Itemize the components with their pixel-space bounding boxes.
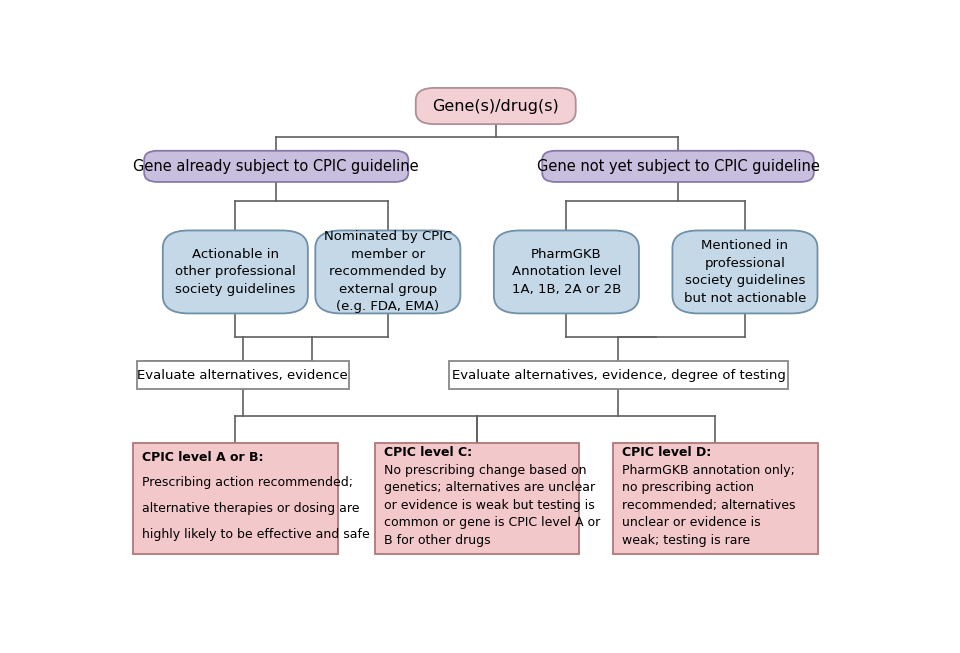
FancyBboxPatch shape (542, 151, 814, 182)
FancyBboxPatch shape (416, 88, 576, 124)
Text: PharmGKB annotation only;: PharmGKB annotation only; (622, 464, 795, 477)
Text: Gene already subject to CPIC guideline: Gene already subject to CPIC guideline (133, 159, 420, 174)
Text: common or gene is CPIC level A or: common or gene is CPIC level A or (384, 517, 600, 530)
Text: No prescribing change based on: No prescribing change based on (384, 464, 587, 477)
Text: weak; testing is rare: weak; testing is rare (622, 534, 750, 547)
Text: genetics; alternatives are unclear: genetics; alternatives are unclear (384, 481, 595, 494)
Text: alternative therapies or dosing are: alternative therapies or dosing are (142, 502, 359, 515)
Text: no prescribing action: no prescribing action (622, 481, 754, 494)
Text: CPIC level A or B:: CPIC level A or B: (142, 451, 263, 464)
FancyBboxPatch shape (144, 151, 408, 182)
Text: Evaluate alternatives, evidence: Evaluate alternatives, evidence (137, 368, 348, 381)
Text: CPIC level C:: CPIC level C: (384, 446, 472, 459)
FancyBboxPatch shape (493, 231, 639, 313)
Text: or evidence is weak but testing is: or evidence is weak but testing is (384, 499, 594, 512)
FancyBboxPatch shape (315, 231, 461, 313)
Text: PharmGKB
Annotation level
1A, 1B, 2A or 2B: PharmGKB Annotation level 1A, 1B, 2A or … (512, 248, 621, 296)
Text: Mentioned in
professional
society guidelines
but not actionable: Mentioned in professional society guidel… (684, 239, 806, 305)
FancyBboxPatch shape (163, 231, 308, 313)
Text: Actionable in
other professional
society guidelines: Actionable in other professional society… (175, 248, 296, 296)
Text: highly likely to be effective and safe: highly likely to be effective and safe (142, 528, 370, 541)
Text: unclear or evidence is: unclear or evidence is (622, 517, 760, 530)
Bar (449, 361, 788, 389)
Text: Nominated by CPIC
member or
recommended by
external group
(e.g. FDA, EMA): Nominated by CPIC member or recommended … (324, 231, 452, 313)
Text: Gene(s)/drug(s): Gene(s)/drug(s) (432, 99, 559, 114)
Text: Prescribing action recommended;: Prescribing action recommended; (142, 476, 353, 489)
Bar (133, 443, 338, 554)
Text: Gene not yet subject to CPIC guideline: Gene not yet subject to CPIC guideline (537, 159, 820, 174)
Text: recommended; alternatives: recommended; alternatives (622, 499, 795, 512)
Text: Evaluate alternatives, evidence, degree of testing: Evaluate alternatives, evidence, degree … (451, 368, 785, 381)
Text: B for other drugs: B for other drugs (384, 534, 491, 547)
FancyBboxPatch shape (672, 231, 818, 313)
Text: CPIC level D:: CPIC level D: (622, 446, 711, 459)
Bar (612, 443, 818, 554)
Bar (136, 361, 348, 389)
Bar (374, 443, 580, 554)
